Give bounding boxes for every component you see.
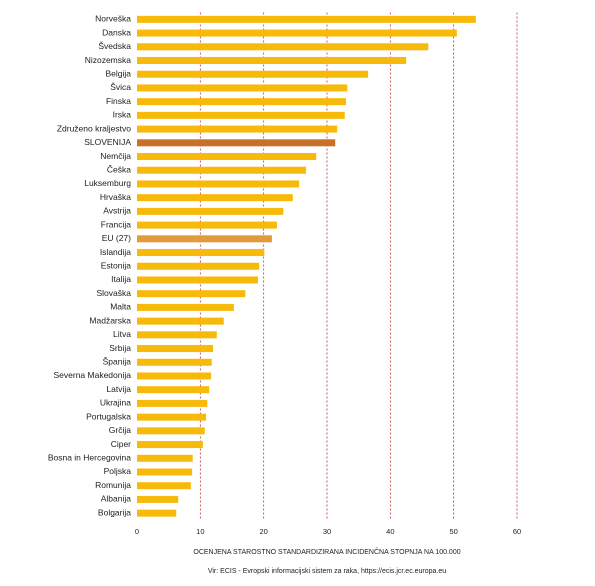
y-tick-label: EU (27) xyxy=(102,233,131,243)
x-tick-label: 10 xyxy=(196,527,204,536)
bar xyxy=(137,358,212,366)
y-tick-label: Portugalska xyxy=(86,411,131,421)
bar xyxy=(137,194,293,202)
y-tick-label: Avstrija xyxy=(103,206,131,216)
x-tick-label: 40 xyxy=(386,527,394,536)
y-tick-label: Norveška xyxy=(95,14,131,24)
y-tick-label: Združeno kraljestvo xyxy=(57,123,131,133)
y-tick-label: Madžarska xyxy=(89,315,131,325)
bar xyxy=(137,482,191,490)
y-tick-label: Bolgarija xyxy=(98,507,131,517)
y-tick-label: Finska xyxy=(106,96,131,106)
bar xyxy=(137,399,208,407)
bar xyxy=(137,221,277,229)
bar xyxy=(137,180,300,188)
bar xyxy=(137,139,336,147)
y-tick-label: Irska xyxy=(113,110,132,120)
y-tick-label: Češka xyxy=(107,164,131,174)
bar xyxy=(137,125,338,133)
y-tick-label: Hrvaška xyxy=(100,192,131,202)
y-tick-label: Severna Makedonija xyxy=(54,370,132,380)
y-tick-label: Švedska xyxy=(98,41,131,51)
bar xyxy=(137,303,234,311)
y-tick-label: Belgija xyxy=(105,68,131,78)
y-tick-label: Francija xyxy=(101,219,132,229)
bar xyxy=(137,249,265,257)
bar xyxy=(137,166,307,174)
bar xyxy=(137,98,346,106)
y-tick-label: Estonija xyxy=(101,261,132,271)
bar xyxy=(137,84,348,92)
bar xyxy=(137,509,177,517)
bar xyxy=(137,372,212,380)
y-tick-label: Malta xyxy=(110,302,131,312)
bar xyxy=(137,111,345,119)
bar xyxy=(137,153,317,161)
y-tick-label: Srbija xyxy=(109,343,131,353)
bar xyxy=(137,413,207,421)
bar xyxy=(137,235,272,243)
x-tick-label: 50 xyxy=(449,527,457,536)
y-tick-label: Nizozemska xyxy=(85,55,132,65)
source: Vir: ECIS - Evropski informacijski siste… xyxy=(208,568,446,575)
bar xyxy=(137,57,407,65)
bar xyxy=(137,276,258,284)
y-tick-label: Poljska xyxy=(104,466,132,476)
x-axis-label: OCENJENA STAROSTNO STANDARDIZIRANA INCID… xyxy=(193,547,460,556)
y-tick-label: Luksemburg xyxy=(84,178,131,188)
y-tick-label: Latvija xyxy=(106,384,131,394)
y-tick-label: Danska xyxy=(102,27,131,37)
bar xyxy=(137,441,203,449)
x-tick-label: 60 xyxy=(513,527,521,536)
y-tick-label: Islandija xyxy=(100,247,131,257)
y-tick-label: Ukrajina xyxy=(100,398,131,408)
y-tick-label: Švica xyxy=(110,82,131,92)
bar xyxy=(137,427,205,435)
y-tick-label: Španija xyxy=(103,357,132,367)
bar xyxy=(137,29,457,37)
y-tick-label: SLOVENIJA xyxy=(84,137,131,147)
y-tick-label: Romunija xyxy=(95,480,131,490)
bar xyxy=(137,317,224,325)
bar xyxy=(137,454,193,462)
bar xyxy=(137,331,217,339)
bar xyxy=(137,43,429,51)
y-tick-label: Ciper xyxy=(111,439,131,449)
bar xyxy=(137,15,476,23)
bar xyxy=(137,386,210,394)
bar xyxy=(137,495,179,503)
y-tick-label: Litva xyxy=(113,329,131,339)
bar xyxy=(137,262,260,270)
bar xyxy=(137,290,246,298)
bar xyxy=(137,468,193,476)
bar xyxy=(137,207,284,215)
y-tick-label: Slovaška xyxy=(97,288,132,298)
y-tick-label: Italija xyxy=(111,274,131,284)
y-tick-label: Nemčija xyxy=(100,151,131,161)
y-tick-label: Bosna in Hercegovina xyxy=(48,453,131,463)
x-tick-label: 30 xyxy=(323,527,331,536)
bar xyxy=(137,345,213,353)
y-tick-label: Grčija xyxy=(109,425,131,435)
bar xyxy=(137,70,369,78)
x-tick-label: 20 xyxy=(259,527,267,536)
y-tick-label: Albanija xyxy=(101,494,132,504)
x-tick-label: 0 xyxy=(135,527,139,536)
